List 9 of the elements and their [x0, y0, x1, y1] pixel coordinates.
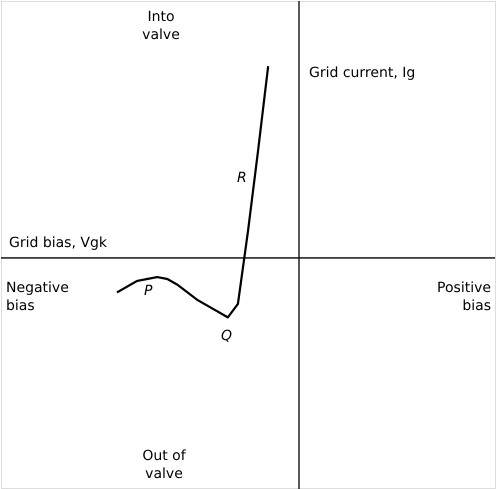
annotation: Grid current, Ig	[309, 65, 416, 81]
text: Q	[221, 328, 232, 344]
annotation: Positive bias	[437, 280, 491, 314]
text: Out of valve	[142, 448, 187, 482]
annotation: Grid bias, Vgk	[9, 235, 108, 251]
annotation: Negative bias	[6, 280, 69, 314]
annotation: R	[237, 170, 247, 186]
text: Into valve	[142, 9, 180, 43]
annotation: P	[144, 283, 153, 299]
